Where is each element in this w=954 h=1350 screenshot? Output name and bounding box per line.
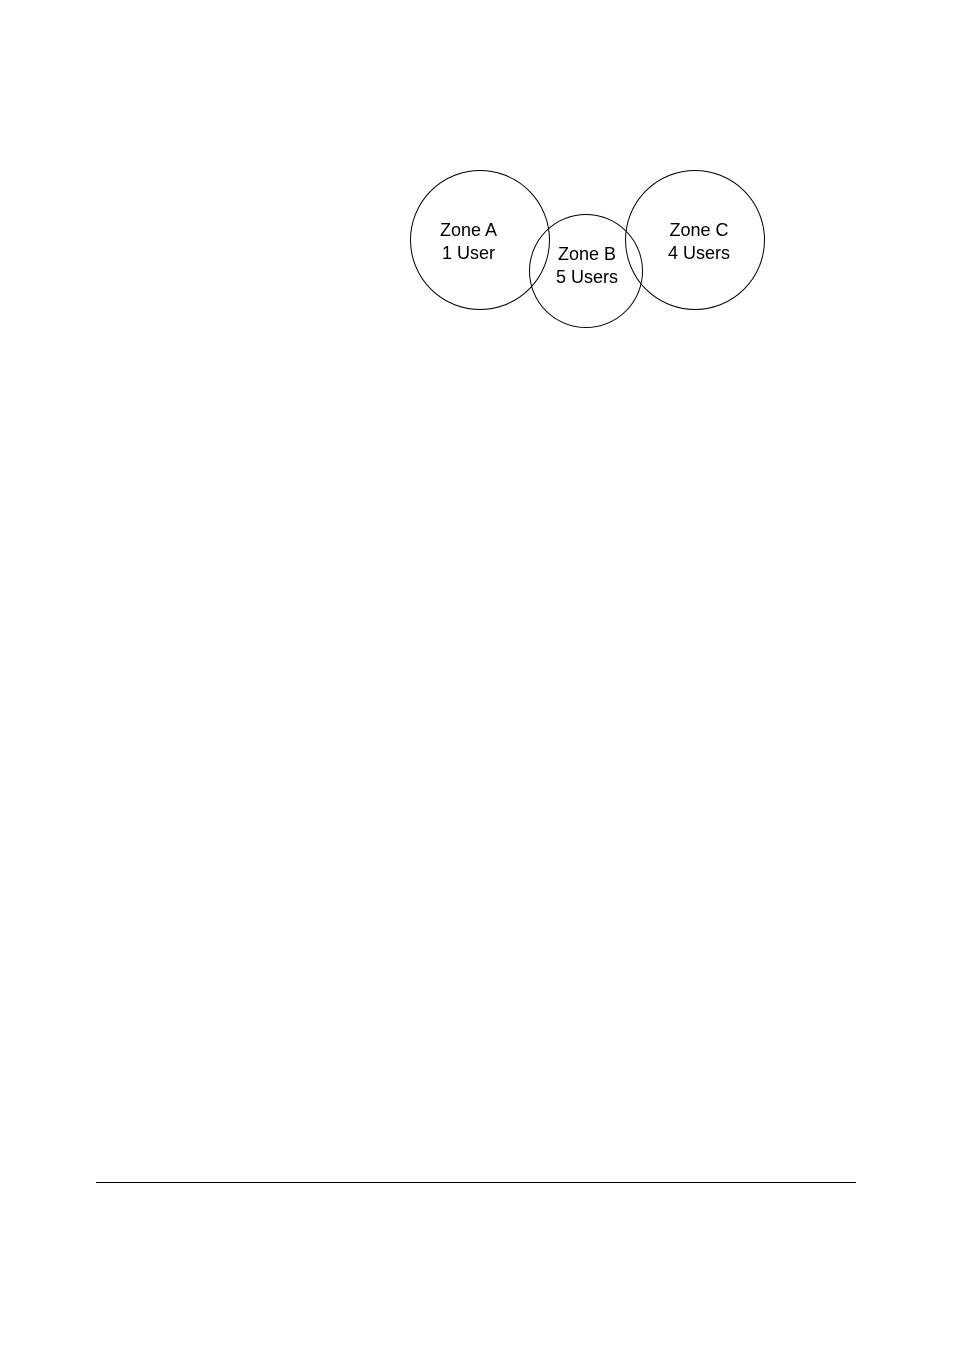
footer-divider [96,1182,856,1183]
label-zone-a-line2: 1 User [440,242,497,265]
page-container: Zone A1 User Zone B5 Users Zone C4 Users [0,0,954,1350]
venn-diagram: Zone A1 User Zone B5 Users Zone C4 Users [0,0,954,1350]
label-zone-a-line1: Zone A [440,219,497,242]
label-zone-c-line2: 4 Users [668,242,730,265]
label-zone-b-line1: Zone B [556,243,618,266]
label-zone-c-line1: Zone C [668,219,730,242]
label-zone-b-line2: 5 Users [556,266,618,289]
label-zone-b: Zone B5 Users [556,243,618,288]
label-zone-c: Zone C4 Users [668,219,730,264]
label-zone-a: Zone A1 User [440,219,497,264]
